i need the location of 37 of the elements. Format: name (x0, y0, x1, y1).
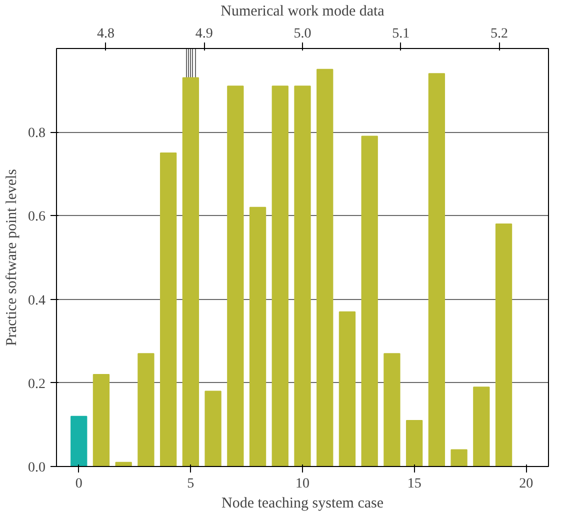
x2-tick-label: 5.2 (490, 26, 508, 42)
bar (473, 386, 490, 466)
bar (384, 353, 400, 466)
y-tick-label: 0.6 (28, 210, 46, 225)
bar (450, 449, 468, 466)
x-tick-label: 5 (187, 476, 194, 492)
bar (160, 152, 177, 466)
bar (428, 73, 446, 466)
bar (272, 86, 288, 466)
bar (92, 374, 110, 466)
y-tick-label: 0.8 (28, 126, 46, 142)
bar (316, 68, 334, 466)
x2-tick-label: 5.1 (392, 26, 410, 42)
bar (338, 311, 356, 466)
bar (294, 86, 311, 466)
x-tick-label: 0 (75, 476, 82, 492)
bar (138, 353, 154, 466)
x-tick-label: 10 (296, 476, 310, 492)
x-tick-label: 15 (407, 476, 422, 492)
x-axis-title: Node teaching system case (221, 496, 384, 512)
bar (406, 420, 423, 466)
x2-tick-label: 5.0 (294, 26, 312, 42)
bar (204, 390, 222, 466)
bar (249, 206, 266, 466)
y-tick-label: 0.4 (28, 293, 46, 308)
bar (361, 136, 378, 466)
x2-axis-title: Numerical work mode data (220, 4, 385, 20)
y-tick-label: 0.2 (28, 376, 46, 392)
x2-tick-label: 4.8 (96, 26, 114, 42)
bar (182, 77, 200, 466)
bar (70, 416, 88, 466)
x-tick-label: 20 (519, 476, 534, 492)
bar (227, 86, 244, 466)
y-tick-label: 0.0 (28, 460, 46, 476)
bar (495, 224, 512, 466)
x2-tick-label: 4.9 (195, 26, 213, 42)
y-axis-title: Practice software point levels (4, 168, 20, 346)
